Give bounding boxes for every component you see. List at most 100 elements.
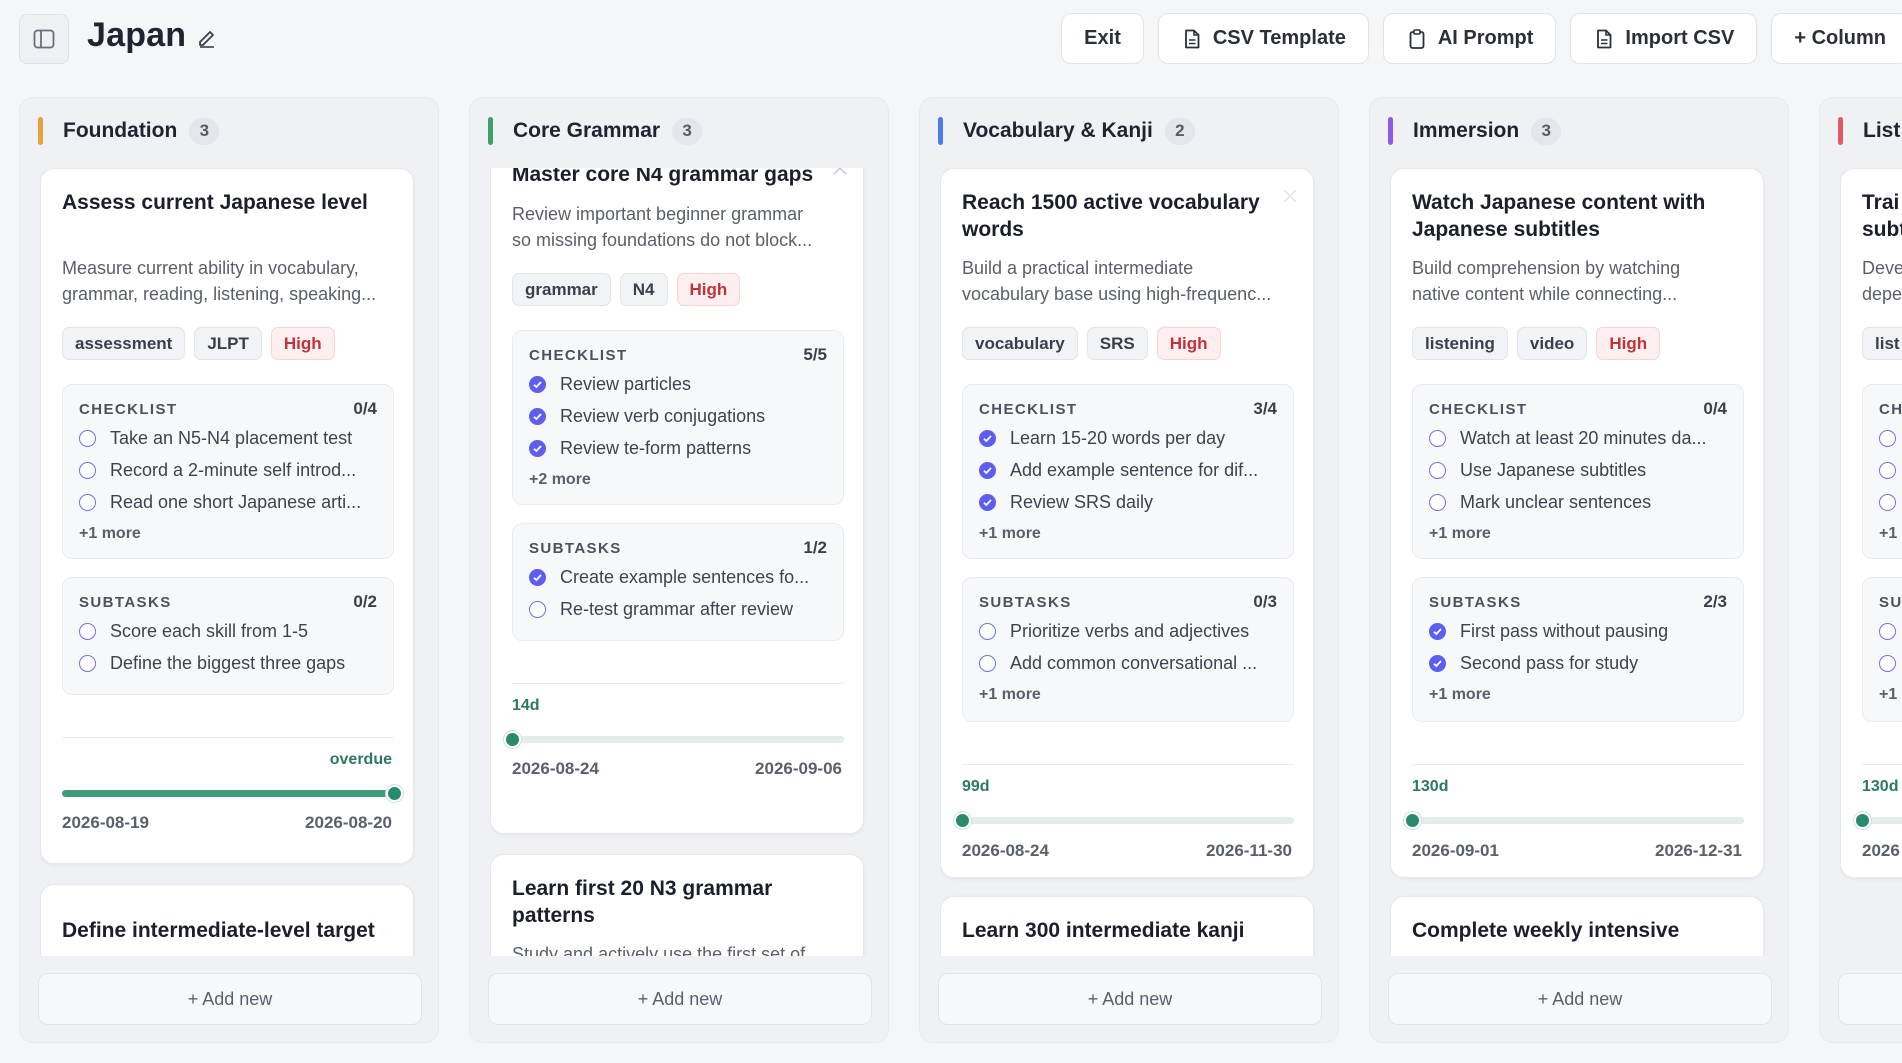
checklist-item[interactable]: Review te-form patterns bbox=[529, 435, 831, 461]
unchecked-circle-icon[interactable] bbox=[1879, 429, 1896, 447]
task-card[interactable]: Reach 1500 active vocabulary words Build… bbox=[940, 168, 1314, 878]
checked-circle-icon[interactable] bbox=[529, 568, 546, 586]
subtask-item[interactable]: Re-test grammar after review bbox=[529, 596, 831, 622]
checklist-item[interactable]: Read one short Japanese arti... bbox=[79, 489, 381, 515]
add-new-button[interactable]: + Add new bbox=[1388, 973, 1772, 1025]
more-items-link[interactable]: +1 bbox=[1879, 525, 1898, 542]
subtask-item[interactable] bbox=[1879, 650, 1902, 676]
unchecked-circle-icon[interactable] bbox=[1879, 622, 1896, 640]
tag[interactable]: vocabulary bbox=[962, 327, 1078, 360]
task-card[interactable]: Learn 300 intermediate kanji bbox=[940, 896, 1314, 956]
column-header[interactable]: Foundation 3 bbox=[20, 98, 438, 164]
tag[interactable]: JLPT bbox=[194, 327, 262, 360]
checked-circle-icon[interactable] bbox=[979, 461, 996, 479]
tag[interactable]: assessment bbox=[62, 327, 186, 360]
more-items-link[interactable]: +1 more bbox=[1429, 525, 1491, 542]
unchecked-circle-icon[interactable] bbox=[79, 654, 96, 672]
unchecked-circle-icon[interactable] bbox=[79, 622, 96, 640]
checklist-item[interactable]: Take an N5-N4 placement test bbox=[79, 425, 381, 451]
unchecked-circle-icon[interactable] bbox=[979, 622, 996, 640]
more-items-link[interactable]: +2 more bbox=[529, 471, 591, 488]
checked-circle-icon[interactable] bbox=[979, 493, 996, 511]
add-new-button[interactable]: + Add new bbox=[488, 973, 872, 1025]
subtask-item[interactable]: Score each skill from 1-5 bbox=[79, 618, 381, 644]
unchecked-circle-icon[interactable] bbox=[1429, 461, 1446, 479]
task-card[interactable]: Master core N4 grammar gaps Review impor… bbox=[490, 168, 864, 834]
more-items-link[interactable]: +1 more bbox=[1429, 686, 1491, 703]
checklist-item[interactable]: Review SRS daily bbox=[979, 489, 1281, 515]
tag[interactable]: video bbox=[1516, 327, 1588, 360]
checklist-item[interactable] bbox=[1879, 489, 1902, 515]
checked-circle-icon[interactable] bbox=[1429, 622, 1446, 640]
unchecked-circle-icon[interactable] bbox=[1879, 493, 1896, 511]
more-items-link[interactable]: +1 bbox=[1879, 686, 1898, 703]
checked-circle-icon[interactable] bbox=[1429, 654, 1446, 672]
subtask-item[interactable] bbox=[1879, 618, 1902, 644]
checklist-item[interactable]: Review particles bbox=[529, 371, 831, 397]
subtask-item[interactable]: Second pass for study bbox=[1429, 650, 1731, 676]
pencil-edit-icon[interactable] bbox=[196, 28, 218, 50]
checklist-item[interactable]: Watch at least 20 minutes da... bbox=[1429, 425, 1731, 451]
task-card[interactable]: Define intermediate-level target bbox=[40, 884, 414, 956]
more-items-link[interactable]: +1 more bbox=[79, 525, 141, 542]
tag[interactable]: grammar bbox=[512, 273, 611, 306]
sidebar-toggle-button[interactable] bbox=[19, 14, 69, 64]
tag[interactable]: N4 bbox=[619, 273, 668, 306]
checklist-item[interactable] bbox=[1879, 425, 1902, 451]
priority-badge[interactable]: High bbox=[1596, 327, 1661, 360]
unchecked-circle-icon[interactable] bbox=[79, 493, 96, 511]
import-csv-button[interactable]: Import CSV bbox=[1570, 13, 1758, 64]
checklist-item[interactable]: Learn 15-20 words per day bbox=[979, 425, 1281, 451]
checklist-item[interactable]: Use Japanese subtitles bbox=[1429, 457, 1731, 483]
unchecked-circle-icon[interactable] bbox=[1879, 654, 1896, 672]
subtask-item[interactable]: Prioritize verbs and adjectives bbox=[979, 618, 1281, 644]
ai-prompt-button[interactable]: AI Prompt bbox=[1382, 13, 1557, 64]
close-icon[interactable] bbox=[831, 168, 849, 177]
column-core-grammar: Core Grammar 3 Master core N4 grammar ga… bbox=[469, 97, 889, 1043]
checklist-item[interactable]: Record a 2-minute self introd... bbox=[79, 457, 381, 483]
unchecked-circle-icon[interactable] bbox=[529, 600, 546, 618]
task-card[interactable]: Trai subt Deve depe list CH +1 SU bbox=[1840, 168, 1902, 878]
checked-circle-icon[interactable] bbox=[529, 407, 546, 425]
priority-badge[interactable]: High bbox=[1156, 327, 1221, 360]
add-new-button[interactable]: + Add new bbox=[38, 973, 422, 1025]
checked-circle-icon[interactable] bbox=[529, 375, 546, 393]
checklist-item[interactable]: Mark unclear sentences bbox=[1429, 489, 1731, 515]
priority-badge[interactable]: High bbox=[676, 273, 741, 306]
checklist-item[interactable] bbox=[1879, 457, 1902, 483]
unchecked-circle-icon[interactable] bbox=[979, 654, 996, 672]
unchecked-circle-icon[interactable] bbox=[79, 429, 96, 447]
close-icon[interactable] bbox=[1281, 187, 1299, 205]
subtask-item[interactable]: First pass without pausing bbox=[1429, 618, 1731, 644]
more-items-link[interactable]: +1 more bbox=[979, 686, 1041, 703]
subtask-item[interactable]: Define the biggest three gaps bbox=[79, 650, 381, 676]
column-header[interactable]: Vocabulary & Kanji 2 bbox=[920, 98, 1338, 164]
unchecked-circle-icon[interactable] bbox=[1879, 461, 1896, 479]
add-new-button[interactable] bbox=[1838, 973, 1902, 1025]
more-items-link[interactable]: +1 more bbox=[979, 525, 1041, 542]
add-new-button[interactable]: + Add new bbox=[938, 973, 1322, 1025]
csv-template-button[interactable]: CSV Template bbox=[1157, 13, 1369, 64]
unchecked-circle-icon[interactable] bbox=[1429, 429, 1446, 447]
task-card[interactable]: Watch Japanese content with Japanese sub… bbox=[1390, 168, 1764, 878]
checked-circle-icon[interactable] bbox=[979, 429, 996, 447]
column-header[interactable]: List bbox=[1820, 98, 1902, 164]
task-card[interactable]: Complete weekly intensive bbox=[1390, 896, 1764, 956]
checked-circle-icon[interactable] bbox=[529, 439, 546, 457]
tag[interactable]: listening bbox=[1412, 327, 1508, 360]
column-header[interactable]: Core Grammar 3 bbox=[470, 98, 888, 164]
task-card[interactable]: Assess current Japanese level Measure cu… bbox=[40, 168, 414, 864]
tag[interactable]: SRS bbox=[1086, 327, 1148, 360]
unchecked-circle-icon[interactable] bbox=[79, 461, 96, 479]
exit-button[interactable]: Exit bbox=[1061, 13, 1144, 64]
unchecked-circle-icon[interactable] bbox=[1429, 493, 1446, 511]
column-header[interactable]: Immersion 3 bbox=[1370, 98, 1788, 164]
priority-badge[interactable]: High bbox=[270, 327, 335, 360]
checklist-item[interactable]: Add example sentence for dif... bbox=[979, 457, 1281, 483]
subtask-item[interactable]: Add common conversational ... bbox=[979, 650, 1281, 676]
task-card[interactable]: Learn first 20 N3 grammar patterns Study… bbox=[490, 854, 864, 956]
checklist-item[interactable]: Review verb conjugations bbox=[529, 403, 831, 429]
subtask-item[interactable]: Create example sentences fo... bbox=[529, 564, 831, 590]
add-column-button[interactable]: + Column bbox=[1771, 13, 1902, 64]
tag[interactable]: list bbox=[1862, 327, 1902, 360]
